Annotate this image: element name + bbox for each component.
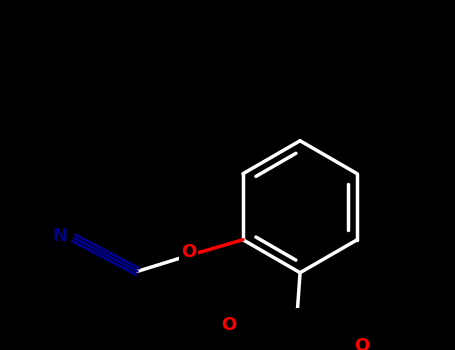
Text: N: N — [52, 227, 67, 245]
Text: O: O — [354, 337, 369, 350]
Text: O: O — [222, 316, 237, 335]
Text: O: O — [181, 243, 196, 261]
